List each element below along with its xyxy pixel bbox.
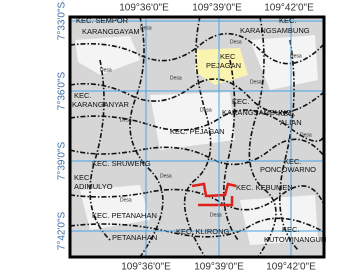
- coord-label: 109°36'0"E: [119, 3, 169, 14]
- coord-label: 109°42'0"E: [266, 262, 316, 273]
- village-label: Desa: [200, 107, 212, 113]
- place-label: KUTOWINANGUN: [264, 235, 326, 244]
- map: KEC. SEMPORKARANGGAYAMKEC.KARANGSAMBUNGK…: [0, 0, 344, 275]
- coord-label: 7°39'0"S: [57, 141, 68, 180]
- place-label: KEC. PETANAHAN: [92, 211, 157, 220]
- place-label: KEC.: [282, 225, 300, 234]
- place-label: KEC. SRUWENG: [92, 159, 151, 168]
- village-label: Desa: [230, 39, 242, 45]
- coord-label: 7°42'0"S: [57, 211, 68, 250]
- place-label: PETANAHAN: [112, 233, 157, 242]
- place-label: PEJAGAN: [206, 61, 241, 70]
- place-label: ADIMULYO: [74, 182, 113, 191]
- village-label: Desa: [160, 173, 172, 179]
- place-label: KEC. KLIRONG: [176, 227, 230, 236]
- village-label: Desa: [210, 212, 222, 218]
- place-label: KEC.: [74, 173, 92, 182]
- place-label: KEC. KEBUMEN: [236, 183, 293, 192]
- village-label: Desa: [170, 75, 182, 81]
- coord-label: 109°42'0"E: [264, 3, 314, 14]
- place-label: KEC.: [232, 97, 250, 106]
- place-label: KARANGANYAR: [72, 100, 130, 109]
- coord-label: 109°39'0"E: [194, 262, 244, 273]
- village-label: Desa: [120, 117, 132, 123]
- place-label: ALIAN: [280, 118, 302, 127]
- coord-label: 7°36'0"S: [57, 71, 68, 110]
- place-label: KEC.: [278, 109, 296, 118]
- place-label: KARANGSAMBUNG: [240, 26, 310, 35]
- village-label: Desa: [290, 53, 302, 59]
- village-label: Desa: [300, 132, 312, 138]
- village-label: Desa: [120, 197, 132, 203]
- village-label: Desa: [100, 67, 112, 73]
- village-label: Desa: [140, 25, 152, 31]
- place-label: PONCOWARNO: [260, 165, 316, 174]
- place-label: KEC.: [74, 91, 92, 100]
- coord-label: 7°33'0"S: [57, 1, 68, 40]
- coord-label: 109°36'0"E: [121, 262, 171, 273]
- place-label: KEC. PEJAGAN: [170, 127, 225, 136]
- coord-label: 109°39'0"E: [192, 3, 242, 14]
- place-label: KARANGGAYAM: [82, 27, 140, 36]
- village-label: Desa: [250, 79, 262, 85]
- place-label: KEC: [220, 52, 236, 61]
